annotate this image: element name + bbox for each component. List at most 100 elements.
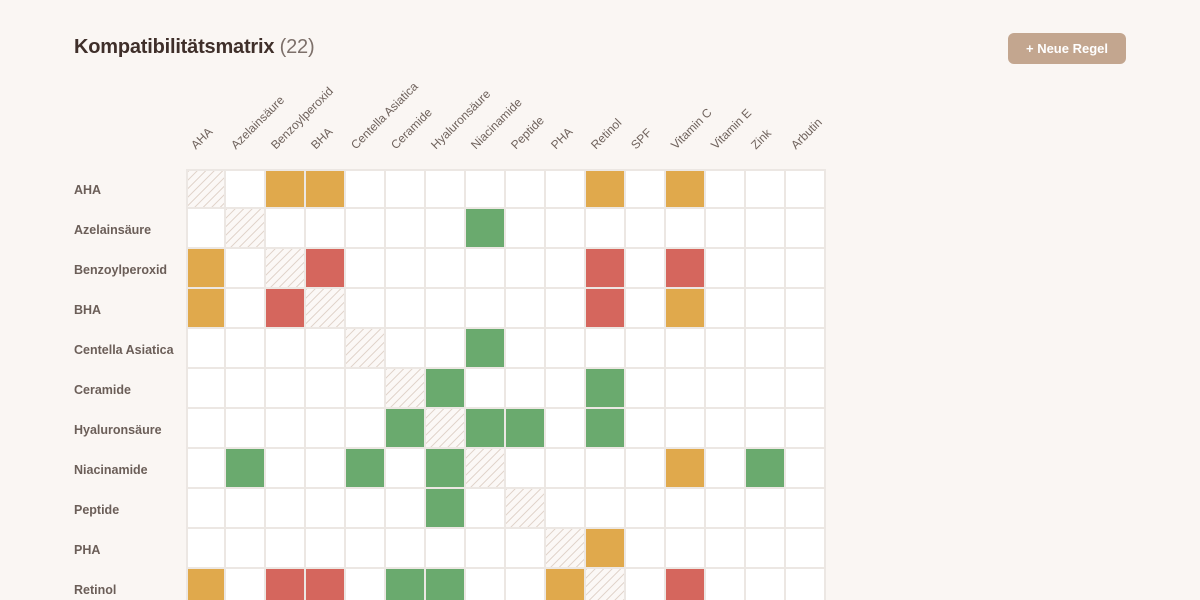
matrix-cell[interactable] xyxy=(586,529,626,569)
matrix-cell[interactable] xyxy=(346,209,386,249)
matrix-cell[interactable] xyxy=(746,169,786,209)
matrix-cell[interactable] xyxy=(546,369,586,409)
matrix-cell[interactable] xyxy=(186,409,226,449)
matrix-cell[interactable] xyxy=(306,489,346,529)
matrix-cell[interactable] xyxy=(746,529,786,569)
matrix-cell[interactable] xyxy=(266,449,306,489)
matrix-cell[interactable] xyxy=(626,329,666,369)
matrix-cell[interactable] xyxy=(306,329,346,369)
matrix-cell[interactable] xyxy=(626,569,666,600)
matrix-cell[interactable] xyxy=(266,289,306,329)
matrix-cell[interactable] xyxy=(506,369,546,409)
matrix-cell[interactable] xyxy=(506,209,546,249)
matrix-cell[interactable] xyxy=(546,449,586,489)
matrix-cell[interactable] xyxy=(266,369,306,409)
matrix-cell[interactable] xyxy=(706,209,746,249)
matrix-cell[interactable] xyxy=(346,409,386,449)
add-rule-button[interactable]: + Neue Regel xyxy=(1008,33,1126,64)
matrix-cell[interactable] xyxy=(186,249,226,289)
matrix-cell[interactable] xyxy=(346,369,386,409)
matrix-cell[interactable] xyxy=(786,209,826,249)
matrix-cell[interactable] xyxy=(506,169,546,209)
matrix-cell[interactable] xyxy=(666,209,706,249)
matrix-cell[interactable] xyxy=(706,489,746,529)
matrix-cell[interactable] xyxy=(666,529,706,569)
matrix-cell[interactable] xyxy=(386,489,426,529)
matrix-cell[interactable] xyxy=(706,289,746,329)
matrix-cell[interactable] xyxy=(546,569,586,600)
matrix-cell[interactable] xyxy=(266,489,306,529)
matrix-cell[interactable] xyxy=(306,249,346,289)
matrix-cell[interactable] xyxy=(186,489,226,529)
matrix-cell[interactable] xyxy=(266,209,306,249)
matrix-cell[interactable] xyxy=(226,449,266,489)
matrix-cell[interactable] xyxy=(786,569,826,600)
matrix-cell[interactable] xyxy=(586,369,626,409)
matrix-cell[interactable] xyxy=(746,249,786,289)
matrix-cell[interactable] xyxy=(346,249,386,289)
matrix-cell[interactable] xyxy=(186,449,226,489)
matrix-cell[interactable] xyxy=(586,169,626,209)
matrix-cell[interactable] xyxy=(266,329,306,369)
matrix-cell[interactable] xyxy=(306,569,346,600)
matrix-cell[interactable] xyxy=(746,209,786,249)
matrix-cell[interactable] xyxy=(466,169,506,209)
matrix-cell[interactable] xyxy=(346,289,386,329)
matrix-cell[interactable] xyxy=(786,329,826,369)
matrix-cell[interactable] xyxy=(466,329,506,369)
matrix-cell[interactable] xyxy=(786,409,826,449)
matrix-cell[interactable] xyxy=(226,529,266,569)
matrix-cell[interactable] xyxy=(706,409,746,449)
matrix-cell[interactable] xyxy=(546,249,586,289)
matrix-cell[interactable] xyxy=(546,169,586,209)
matrix-cell[interactable] xyxy=(306,529,346,569)
matrix-cell[interactable] xyxy=(706,369,746,409)
matrix-cell[interactable] xyxy=(386,409,426,449)
matrix-cell[interactable] xyxy=(426,209,466,249)
matrix-cell[interactable] xyxy=(786,529,826,569)
matrix-cell[interactable] xyxy=(706,449,746,489)
matrix-cell[interactable] xyxy=(426,329,466,369)
matrix-cell[interactable] xyxy=(346,449,386,489)
matrix-cell[interactable] xyxy=(746,569,786,600)
matrix-cell[interactable] xyxy=(626,409,666,449)
matrix-cell[interactable] xyxy=(266,169,306,209)
matrix-cell[interactable] xyxy=(186,209,226,249)
matrix-cell[interactable] xyxy=(586,209,626,249)
matrix-cell[interactable] xyxy=(386,209,426,249)
matrix-cell[interactable] xyxy=(306,369,346,409)
matrix-cell[interactable] xyxy=(266,409,306,449)
matrix-cell[interactable] xyxy=(586,249,626,289)
matrix-cell[interactable] xyxy=(266,529,306,569)
matrix-cell[interactable] xyxy=(346,489,386,529)
matrix-cell[interactable] xyxy=(306,409,346,449)
matrix-cell[interactable] xyxy=(226,329,266,369)
matrix-cell[interactable] xyxy=(626,489,666,529)
matrix-cell[interactable] xyxy=(346,569,386,600)
matrix-cell[interactable] xyxy=(426,489,466,529)
matrix-cell[interactable] xyxy=(586,489,626,529)
matrix-cell[interactable] xyxy=(666,169,706,209)
matrix-cell[interactable] xyxy=(666,329,706,369)
matrix-cell[interactable] xyxy=(586,409,626,449)
matrix-cell[interactable] xyxy=(226,249,266,289)
matrix-cell[interactable] xyxy=(386,449,426,489)
matrix-cell[interactable] xyxy=(506,409,546,449)
matrix-cell[interactable] xyxy=(466,569,506,600)
matrix-cell[interactable] xyxy=(346,169,386,209)
matrix-cell[interactable] xyxy=(266,569,306,600)
matrix-cell[interactable] xyxy=(746,329,786,369)
matrix-cell[interactable] xyxy=(426,289,466,329)
matrix-cell[interactable] xyxy=(466,489,506,529)
matrix-cell[interactable] xyxy=(426,569,466,600)
matrix-cell[interactable] xyxy=(226,169,266,209)
matrix-cell[interactable] xyxy=(786,169,826,209)
matrix-cell[interactable] xyxy=(586,329,626,369)
matrix-cell[interactable] xyxy=(746,409,786,449)
matrix-cell[interactable] xyxy=(746,369,786,409)
matrix-cell[interactable] xyxy=(666,289,706,329)
matrix-cell[interactable] xyxy=(626,529,666,569)
matrix-cell[interactable] xyxy=(746,449,786,489)
matrix-cell[interactable] xyxy=(626,169,666,209)
matrix-cell[interactable] xyxy=(786,369,826,409)
